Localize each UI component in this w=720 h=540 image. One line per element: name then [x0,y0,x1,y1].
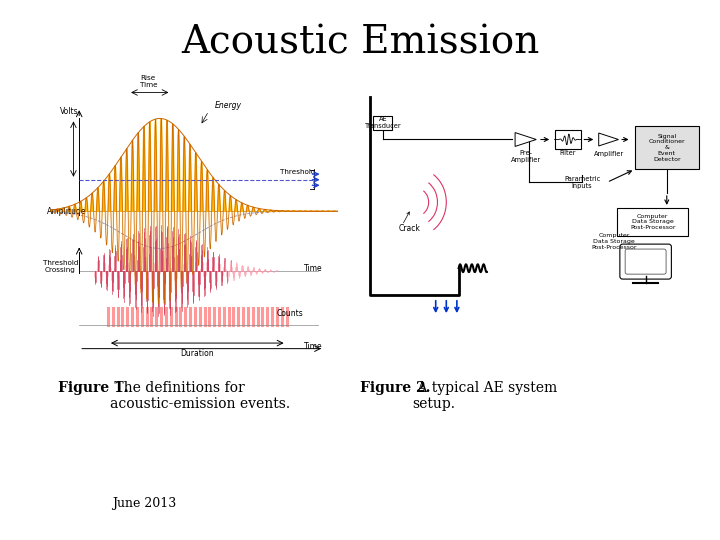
Text: A typical AE system
setup.: A typical AE system setup. [413,381,557,411]
Text: AE
Transducer: AE Transducer [364,117,401,130]
Bar [555,131,581,149]
Bar [635,126,698,169]
Text: Amplitude: Amplitude [47,207,86,216]
FancyBboxPatch shape [620,244,671,279]
Text: Pre-
Amplifier: Pre- Amplifier [510,150,541,163]
Bar [373,116,392,131]
Text: Volts: Volts [60,106,78,116]
Text: Crack: Crack [399,224,420,233]
Text: Computer
Data Storage
Post-Processor: Computer Data Storage Post-Processor [630,214,675,230]
Text: June 2013: June 2013 [112,497,176,510]
Polygon shape [515,132,536,146]
Text: Figure 1.: Figure 1. [58,381,128,395]
Text: Energy: Energy [215,101,242,110]
FancyBboxPatch shape [625,249,666,274]
Text: Computer
Data Storage
Post-Processor: Computer Data Storage Post-Processor [591,233,636,250]
Text: Filter: Filter [559,150,576,156]
Polygon shape [599,133,618,146]
Text: Figure 2.: Figure 2. [360,381,431,395]
Bar [618,208,688,236]
Text: Duration: Duration [181,349,214,359]
Text: Time: Time [304,341,323,350]
Text: Rise
Time: Rise Time [140,75,157,88]
Text: Amplifier: Amplifier [593,151,624,157]
Text: Threshold
Crossing: Threshold Crossing [42,260,78,273]
Text: Counts: Counts [277,309,304,318]
Text: Time: Time [304,264,323,273]
Text: Signal
Conditioner
&
Event
Detector: Signal Conditioner & Event Detector [649,133,685,162]
Text: Threshold: Threshold [280,169,315,176]
Text: Acoustic Emission: Acoustic Emission [181,24,539,62]
Text: The definitions for
acoustic-emission events.: The definitions for acoustic-emission ev… [110,381,290,411]
Text: Parametric
Inputs: Parametric Inputs [564,176,600,189]
